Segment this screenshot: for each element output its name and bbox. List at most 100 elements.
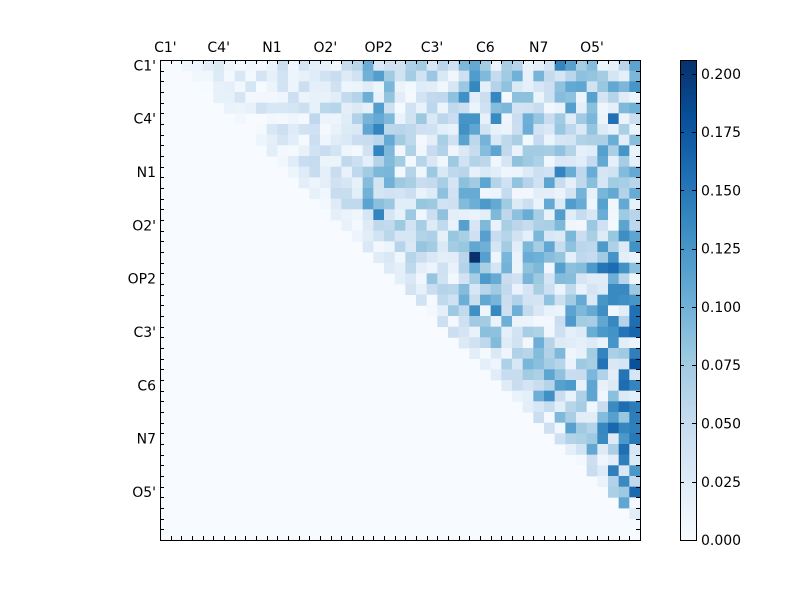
heatmap-cell bbox=[320, 70, 332, 82]
x-tick-label: OP2 bbox=[364, 40, 392, 56]
heatmap-cell bbox=[362, 220, 374, 232]
heatmap-cell bbox=[416, 188, 428, 200]
heatmap-cell bbox=[586, 145, 598, 157]
heatmap-cell bbox=[629, 422, 641, 434]
heatmap-cell bbox=[480, 102, 492, 114]
heatmap-cell bbox=[512, 380, 524, 392]
heatmap-cell bbox=[554, 337, 566, 349]
heatmap-cell bbox=[384, 220, 396, 232]
heatmap-cell bbox=[394, 241, 406, 253]
heatmap-cell bbox=[490, 177, 502, 189]
heatmap-cell bbox=[469, 81, 481, 93]
heatmap-cell bbox=[256, 92, 268, 104]
heatmap-cell bbox=[480, 273, 492, 285]
heatmap-cell bbox=[597, 220, 609, 232]
heatmap-cell bbox=[320, 188, 332, 200]
heatmap-cell bbox=[352, 177, 364, 189]
heatmap-cell bbox=[618, 124, 630, 136]
heatmap-cell bbox=[341, 124, 353, 136]
heatmap-cell bbox=[501, 273, 513, 285]
heatmap-cell bbox=[608, 92, 620, 104]
heatmap-cell bbox=[384, 81, 396, 93]
heatmap-cell bbox=[405, 262, 417, 274]
heatmap-cell bbox=[490, 294, 502, 306]
heatmap-cell bbox=[405, 230, 417, 242]
heatmap-cell bbox=[608, 145, 620, 157]
x-tick-label: C4' bbox=[207, 40, 230, 56]
heatmap-cell bbox=[544, 220, 556, 232]
heatmap-cell bbox=[341, 177, 353, 189]
y-tick-label: C4' bbox=[133, 112, 156, 128]
heatmap-cell bbox=[437, 284, 449, 296]
heatmap-cell bbox=[618, 198, 630, 210]
heatmap-cell bbox=[320, 156, 332, 168]
heatmap-cell bbox=[533, 390, 545, 402]
heatmap-cell bbox=[330, 113, 342, 125]
y-tick-label: O2' bbox=[132, 218, 156, 234]
heatmap-cell bbox=[320, 124, 332, 136]
heatmap-cell bbox=[597, 348, 609, 360]
heatmap-cell bbox=[533, 156, 545, 168]
heatmap-cell bbox=[352, 209, 364, 221]
heatmap-cell bbox=[288, 166, 300, 178]
heatmap-cell bbox=[544, 412, 556, 424]
heatmap-cell bbox=[416, 113, 428, 125]
heatmap-cell bbox=[320, 81, 332, 93]
heatmap-cell bbox=[384, 113, 396, 125]
y-tick-label: C3' bbox=[133, 325, 156, 341]
heatmap-cell bbox=[224, 70, 236, 82]
heatmap-cell bbox=[544, 92, 556, 104]
heatmap-cell bbox=[565, 444, 577, 456]
heatmap-cell bbox=[586, 294, 598, 306]
heatmap-cell bbox=[586, 81, 598, 93]
heatmap-cell bbox=[554, 60, 566, 72]
heatmap-cell bbox=[618, 305, 630, 317]
heatmap-cell bbox=[629, 358, 641, 370]
heatmap-cell bbox=[554, 316, 566, 328]
heatmap-cell bbox=[501, 337, 513, 349]
heatmap-cell bbox=[384, 92, 396, 104]
heatmap-cell bbox=[597, 305, 609, 317]
heatmap-cell bbox=[490, 209, 502, 221]
heatmap-cell bbox=[554, 124, 566, 136]
heatmap-cell bbox=[501, 102, 513, 114]
heatmap-cell bbox=[618, 369, 630, 381]
heatmap-cell bbox=[576, 454, 588, 466]
heatmap-cell bbox=[586, 198, 598, 210]
heatmap-cell bbox=[288, 113, 300, 125]
heatmap-cell bbox=[576, 294, 588, 306]
heatmap-cell bbox=[618, 70, 630, 82]
heatmap-cell bbox=[394, 124, 406, 136]
heatmap-cell bbox=[586, 422, 598, 434]
heatmap-cell bbox=[458, 124, 470, 136]
heatmap-cell bbox=[576, 262, 588, 274]
heatmap-cell bbox=[576, 284, 588, 296]
heatmap-cell bbox=[224, 102, 236, 114]
heatmap-cell bbox=[618, 284, 630, 296]
heatmap-cell bbox=[362, 134, 374, 146]
heatmap-cell bbox=[618, 390, 630, 402]
heatmap-cell bbox=[480, 166, 492, 178]
heatmap-cell bbox=[608, 60, 620, 72]
heatmap-cell bbox=[362, 177, 374, 189]
heatmap-cell bbox=[384, 134, 396, 146]
heatmap-cell bbox=[522, 241, 534, 253]
heatmap-cell bbox=[565, 241, 577, 253]
heatmap-cell bbox=[608, 209, 620, 221]
heatmap-cell bbox=[448, 70, 460, 82]
heatmap-cell bbox=[597, 369, 609, 381]
heatmap-cell bbox=[298, 60, 310, 72]
heatmap-cell bbox=[352, 166, 364, 178]
heatmap-cell bbox=[373, 198, 385, 210]
heatmap-cell bbox=[426, 262, 438, 274]
heatmap-cell bbox=[437, 113, 449, 125]
heatmap-cell bbox=[586, 305, 598, 317]
heatmap-cell bbox=[458, 60, 470, 72]
heatmap-cell bbox=[277, 60, 289, 72]
heatmap-cell bbox=[405, 273, 417, 285]
heatmap-cell bbox=[576, 444, 588, 456]
heatmap-cell bbox=[544, 348, 556, 360]
heatmap-cell bbox=[448, 124, 460, 136]
heatmap-cell bbox=[533, 177, 545, 189]
heatmap-cell bbox=[394, 273, 406, 285]
